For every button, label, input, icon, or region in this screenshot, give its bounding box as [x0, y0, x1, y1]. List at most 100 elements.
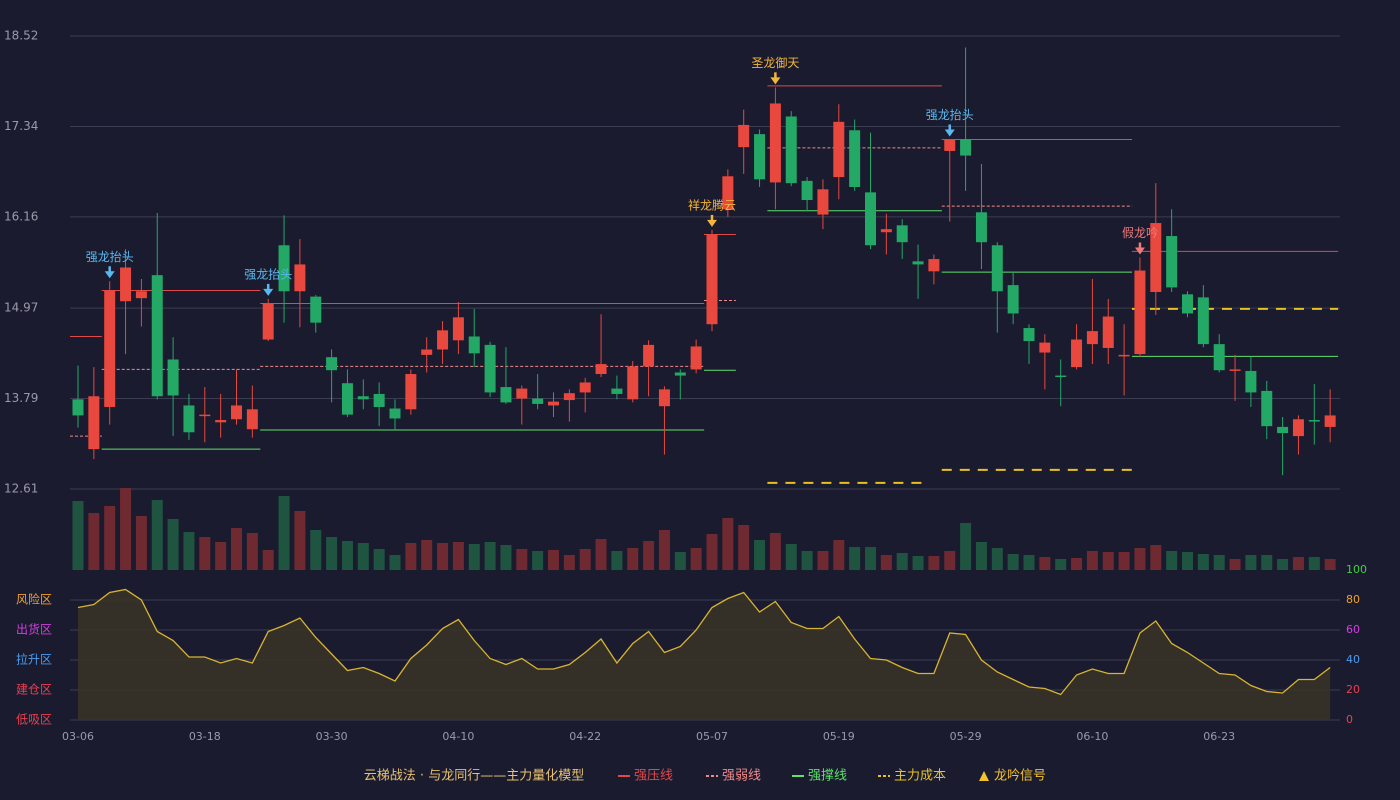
volume-bar	[357, 543, 369, 570]
volume-bar	[405, 543, 417, 570]
candle-body	[1277, 426, 1289, 434]
candle-body	[484, 344, 496, 393]
volume-bar	[1197, 554, 1209, 570]
volume-bar	[183, 532, 195, 570]
volume-bar	[199, 537, 211, 570]
y-tick-label: 16.16	[4, 209, 38, 223]
candle-body	[199, 414, 211, 417]
volume-bar	[135, 516, 147, 570]
volume-bar	[341, 541, 353, 570]
legend-label: 主力成本	[894, 769, 946, 784]
volume-bar	[151, 500, 163, 570]
candle-body	[769, 103, 781, 183]
candle-body	[643, 344, 655, 367]
signal-arrow-head	[1134, 247, 1145, 255]
volume-bar	[468, 544, 480, 570]
candle-body	[738, 124, 750, 148]
volume-bar	[278, 496, 290, 570]
signal-arrow-head	[104, 271, 115, 279]
legend-label: 强弱线	[722, 769, 761, 784]
candle-body	[944, 139, 956, 151]
signal-arrow-head	[707, 219, 717, 227]
volume-bar	[1150, 545, 1162, 570]
y-tick-label: 14.97	[4, 301, 38, 315]
candle-body	[1007, 285, 1019, 314]
y-tick-label: 100	[1346, 563, 1367, 576]
candle-body	[452, 317, 464, 341]
signal-arrow-head	[263, 288, 274, 296]
signal-label: 强龙抬头	[244, 267, 292, 281]
candle-body	[151, 275, 163, 397]
x-tick-label: 04-10	[442, 730, 474, 743]
candle-body	[975, 212, 987, 243]
candle-body	[722, 176, 734, 210]
candle-body	[817, 189, 829, 215]
volume-bar	[294, 511, 306, 570]
volume-bar	[833, 540, 845, 570]
volume-bar	[1229, 559, 1241, 570]
volume-bar	[674, 552, 686, 570]
y-tick-label: 13.79	[4, 391, 38, 405]
volume-bar	[896, 553, 908, 570]
volume-bar	[548, 550, 559, 570]
candle-body	[563, 393, 575, 401]
candle-body	[437, 330, 449, 350]
signal-label: 强龙抬头	[926, 108, 974, 122]
volume-bar	[1039, 557, 1051, 570]
candle-body	[373, 393, 385, 407]
candle-body	[801, 180, 813, 201]
volume-bar	[215, 542, 227, 570]
candle-body	[1102, 316, 1114, 348]
y-tick-label: 60	[1346, 623, 1360, 636]
volume-bar	[627, 548, 639, 570]
volume-bar	[262, 550, 274, 570]
candle-body	[912, 261, 924, 265]
volume-bar	[579, 549, 591, 570]
candle-body	[1261, 390, 1273, 427]
legend-label: 龙吟信号	[994, 768, 1046, 784]
candle-body	[532, 398, 544, 404]
candle-body	[548, 401, 559, 406]
candle-body	[326, 357, 338, 371]
candle-body	[1324, 415, 1336, 427]
x-tick-label: 06-10	[1076, 730, 1108, 743]
candle-body	[595, 364, 607, 375]
volume-bar	[452, 542, 464, 570]
volume-bar	[801, 551, 813, 570]
zone-label: 拉升区	[16, 652, 52, 667]
volume-bar	[437, 543, 449, 570]
indicator-line	[77, 588, 1331, 696]
candle-body	[1023, 328, 1035, 342]
zone-label: 风险区	[16, 592, 52, 607]
candle-body	[960, 139, 972, 156]
legend-label: 强撑线	[808, 769, 847, 784]
volume-bar	[516, 549, 528, 570]
x-tick-label: 05-07	[696, 730, 728, 743]
candle-body	[1229, 369, 1241, 371]
candle-body	[88, 396, 100, 450]
volume-bar	[532, 551, 544, 570]
volume-bar	[167, 519, 179, 570]
candle-body	[1182, 294, 1193, 314]
zone-label: 出货区	[16, 622, 52, 637]
x-tick-label: 03-30	[316, 730, 348, 743]
volume-bar	[880, 555, 892, 570]
candle-body	[1292, 419, 1304, 437]
volume-bar	[1166, 551, 1178, 570]
candle-body	[231, 405, 242, 420]
volume-bar	[849, 547, 861, 570]
candle-body	[1213, 344, 1225, 371]
volume-bar	[706, 534, 718, 570]
candle-body	[865, 192, 876, 246]
candle-body	[120, 267, 132, 302]
volume-bar	[246, 533, 258, 570]
y-tick-label: 40	[1346, 653, 1360, 666]
candle-body	[1086, 331, 1098, 345]
candle-body	[674, 372, 686, 376]
volume-bar	[1118, 552, 1130, 570]
candle-body	[928, 259, 940, 272]
candle-body	[421, 349, 433, 355]
candle-body	[246, 409, 258, 430]
candle-body	[294, 264, 306, 292]
